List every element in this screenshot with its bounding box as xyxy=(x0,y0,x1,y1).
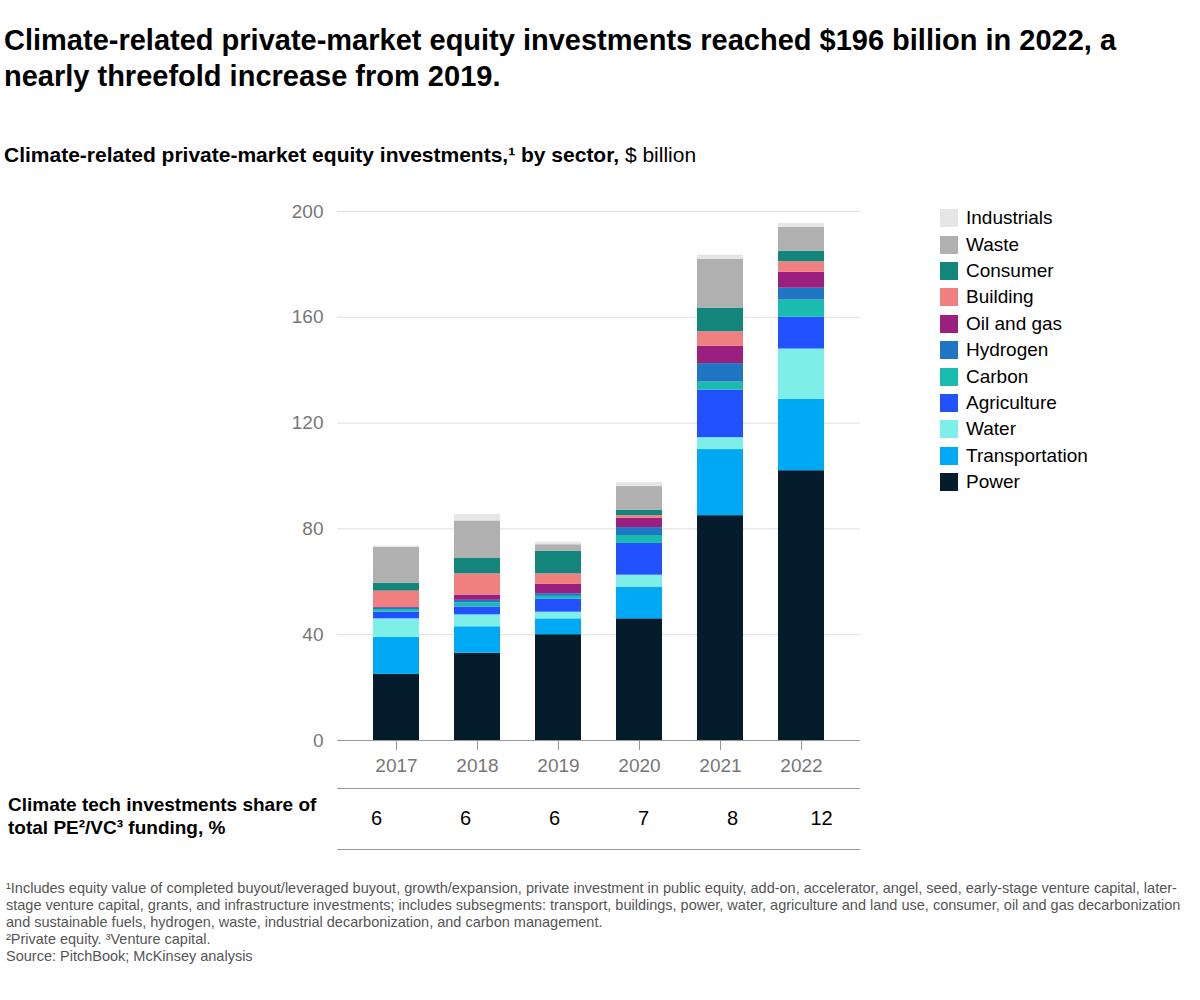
html-text:Transportation: Transportation xyxy=(966,444,1088,466)
svg-text:80: 80 xyxy=(302,518,323,539)
html-text:Building: Building xyxy=(966,286,1034,308)
svg-text:6: 6 xyxy=(549,807,560,829)
svg-text:160: 160 xyxy=(292,306,324,327)
html-text:Climate-related private-market: Climate-related private-market equity in… xyxy=(4,143,697,166)
svg-text:2019: 2019 xyxy=(537,755,579,776)
svg-text:2020: 2020 xyxy=(618,755,660,776)
html-text:Hydrogen: Hydrogen xyxy=(966,339,1049,361)
svg-text:200: 200 xyxy=(292,201,324,222)
html-text:Oil and gas: Oil and gas xyxy=(966,312,1063,334)
svg-text:2018: 2018 xyxy=(456,755,498,776)
html-text:Power: Power xyxy=(966,471,1020,493)
svg-text:8: 8 xyxy=(727,807,738,829)
html-text:Water: Water xyxy=(966,418,1016,440)
html-text:Agriculture: Agriculture xyxy=(966,391,1057,413)
html-text:¹Includes equity value of comp: ¹Includes equity value of completed buyo… xyxy=(6,880,1181,930)
html-text:Industrials: Industrials xyxy=(966,207,1053,229)
svg-text:40: 40 xyxy=(302,624,323,645)
html-text:Source: PitchBook; McKinsey an: Source: PitchBook; McKinsey analysis xyxy=(6,948,253,964)
svg-text:120: 120 xyxy=(292,412,324,433)
html-text:²Private equity. ³Venture capi: ²Private equity. ³Venture capital. xyxy=(6,931,211,947)
svg-text:0: 0 xyxy=(313,730,324,751)
svg-text:2021: 2021 xyxy=(699,755,741,776)
html-text:Consumer: Consumer xyxy=(966,260,1054,281)
svg-text:7: 7 xyxy=(638,807,649,829)
html-text:Climate tech investments share: Climate tech investments share of total … xyxy=(8,794,317,838)
svg-text:2017: 2017 xyxy=(375,755,417,776)
html-text:Climate-related private-market: Climate-related private-market equity in… xyxy=(4,24,1117,92)
svg-text:2022: 2022 xyxy=(780,755,822,776)
html-text:Carbon: Carbon xyxy=(966,365,1029,387)
html-text:Waste: Waste xyxy=(966,233,1020,255)
svg-text:6: 6 xyxy=(371,807,382,829)
svg-text:12: 12 xyxy=(810,807,832,829)
svg-text:6: 6 xyxy=(460,807,471,829)
